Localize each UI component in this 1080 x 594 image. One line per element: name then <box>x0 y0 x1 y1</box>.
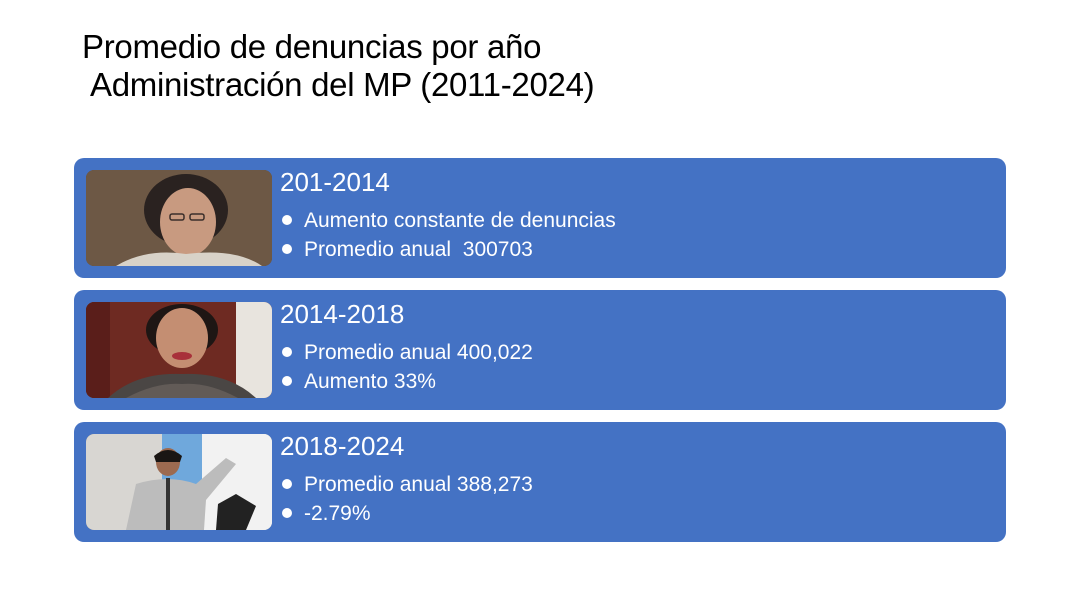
bullet-item: Promedio anual 388,273 <box>280 470 533 499</box>
bullet-list: Aumento constante de denuncias Promedio … <box>280 206 616 264</box>
bullet-dot-icon <box>282 376 292 386</box>
period-label: 201-2014 <box>280 167 390 197</box>
period-card-2014-2018: 2014-2018 Promedio anual 400,022 Aumento… <box>74 290 1006 410</box>
bullet-item: Promedio anual 400,022 <box>280 338 533 367</box>
period-card-2018-2024: 2018-2024 Promedio anual 388,273 -2.79% <box>74 422 1006 542</box>
bullet-dot-icon <box>282 508 292 518</box>
bullet-list: Promedio anual 388,273 -2.79% <box>280 470 533 528</box>
bullet-item: -2.79% <box>280 499 533 528</box>
bullet-item: Aumento constante de denuncias <box>280 206 616 235</box>
attorney-general-photo-2 <box>86 302 272 398</box>
period-label: 2018-2024 <box>280 431 405 461</box>
bullet-item: Promedio anual 300703 <box>280 235 616 264</box>
period-card-2011-2014: 201-2014 Aumento constante de denuncias … <box>74 158 1006 278</box>
title-line-2: Administración del MP (2011-2024) <box>90 66 595 103</box>
period-label: 2014-2018 <box>280 299 405 329</box>
bullet-list: Promedio anual 400,022 Aumento 33% <box>280 338 533 396</box>
bullet-dot-icon <box>282 347 292 357</box>
attorney-general-photo-1 <box>86 170 272 266</box>
title-line-1: Promedio de denuncias por año <box>82 28 542 65</box>
bullet-dot-icon <box>282 244 292 254</box>
slide-title: Promedio de denuncias por año Administra… <box>82 28 595 104</box>
bullet-dot-icon <box>282 479 292 489</box>
bullet-item: Aumento 33% <box>280 367 533 396</box>
attorney-general-photo-3 <box>86 434 272 530</box>
bullet-dot-icon <box>282 215 292 225</box>
